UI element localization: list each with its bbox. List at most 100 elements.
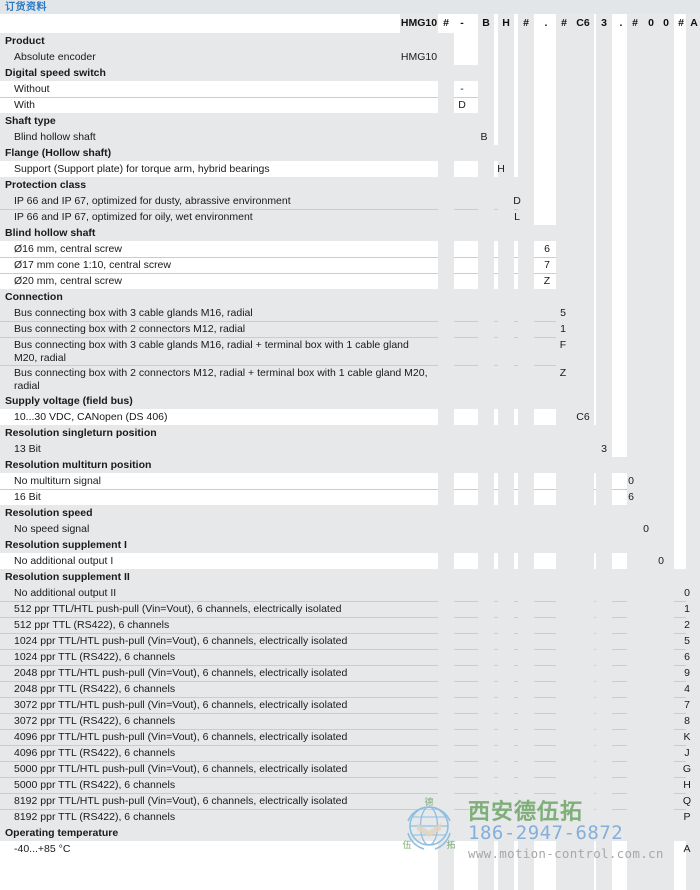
section-header-row: Resolution supplement II xyxy=(0,569,700,585)
option-code: L xyxy=(514,211,520,223)
option-row[interactable]: Bus connecting box with 3 cable glands M… xyxy=(0,305,700,321)
option-row[interactable]: 10...30 VDC, CANopen (DS 406) C6 xyxy=(0,409,700,425)
option-row[interactable]: 512 ppr TTL/HTL push-pull (Vin=Vout), 6 … xyxy=(0,601,700,617)
panel-title-bar: 订货资料 xyxy=(0,0,700,14)
option-code: 1 xyxy=(684,603,690,615)
section-label: Blind hollow shaft xyxy=(5,227,96,239)
code-header-cell: HMG10 xyxy=(400,14,438,33)
option-code: 3 xyxy=(601,443,607,455)
option-row[interactable]: Ø17 mm cone 1:10, central screw 7 xyxy=(0,257,700,273)
option-row[interactable]: IP 66 and IP 67, optimized for dusty, ab… xyxy=(0,193,700,209)
section-header-row: Blind hollow shaft xyxy=(0,225,700,241)
option-row[interactable]: 2048 ppr TTL/HTL push-pull (Vin=Vout), 6… xyxy=(0,665,700,681)
option-label: 1024 ppr TTL (RS422), 6 channels xyxy=(14,651,176,663)
row-shade-block xyxy=(0,129,494,145)
row-shade-block xyxy=(0,425,612,441)
option-label: 16 Bit xyxy=(14,491,41,503)
option-row[interactable]: With D xyxy=(0,97,700,113)
code-header-cell: 0 xyxy=(658,14,674,33)
section-header-row: Resolution speed xyxy=(0,505,700,521)
row-shade-block xyxy=(0,441,612,457)
option-label: 512 ppr TTL (RS422), 6 channels xyxy=(14,619,170,631)
option-row[interactable]: No additional output II 0 xyxy=(0,585,700,601)
option-label: Blind hollow shaft xyxy=(14,131,96,143)
option-row[interactable]: No additional output I 0 xyxy=(0,553,700,569)
option-row[interactable]: 1024 ppr TTL/HTL push-pull (Vin=Vout), 6… xyxy=(0,633,700,649)
option-code: B xyxy=(480,131,488,143)
option-label: Ø16 mm, central screw xyxy=(14,243,122,255)
option-label: 4096 ppr TTL/HTL push-pull (Vin=Vout), 6… xyxy=(14,731,348,743)
code-header-cell: # xyxy=(443,17,449,29)
option-label: 13 Bit xyxy=(14,443,41,455)
option-label: Bus connecting box with 2 connectors M12… xyxy=(14,367,428,392)
option-code: 6 xyxy=(628,491,634,503)
option-row[interactable]: 3072 ppr TTL (RS422), 6 channels 8 xyxy=(0,713,700,729)
option-row[interactable]: Ø16 mm, central screw 6 xyxy=(0,241,700,257)
option-row[interactable]: Bus connecting box with 2 connectors M12… xyxy=(0,365,700,393)
section-header-row: Shaft type xyxy=(0,113,700,129)
option-row[interactable]: 4096 ppr TTL/HTL push-pull (Vin=Vout), 6… xyxy=(0,729,700,745)
option-code: 2 xyxy=(684,619,690,631)
option-row[interactable]: 13 Bit 3 xyxy=(0,441,700,457)
option-label: Ø20 mm, central screw xyxy=(14,275,122,287)
option-row[interactable]: Ø20 mm, central screw Z xyxy=(0,273,700,289)
option-row[interactable]: Support (Support plate) for torque arm, … xyxy=(0,161,700,177)
option-row[interactable]: IP 66 and IP 67, optimized for oily, wet… xyxy=(0,209,700,225)
page-title: 订货资料 xyxy=(5,2,47,13)
code-header-cell: 3 xyxy=(596,14,612,33)
option-label: 2048 ppr TTL (RS422), 6 channels xyxy=(14,683,176,695)
option-row[interactable]: 3072 ppr TTL/HTL push-pull (Vin=Vout), 6… xyxy=(0,697,700,713)
code-header-cell: # xyxy=(678,17,684,29)
table-rows: Product Absolute encoder HMG10 Digital spee… xyxy=(0,33,700,857)
row-shade-block xyxy=(0,521,659,537)
option-row[interactable]: No speed signal 0 xyxy=(0,521,700,537)
row-shade-block xyxy=(0,225,560,241)
option-row[interactable]: 2048 ppr TTL (RS422), 6 channels 4 xyxy=(0,681,700,697)
option-code: HMG10 xyxy=(400,51,438,63)
option-row[interactable]: Without - xyxy=(0,81,700,97)
option-row[interactable]: 1024 ppr TTL (RS422), 6 channels 6 xyxy=(0,649,700,665)
option-code: 0 xyxy=(643,523,649,535)
option-row[interactable]: Absolute encoder HMG10 xyxy=(0,49,700,65)
section-header-row: Resolution singleturn position xyxy=(0,425,700,441)
option-code: - xyxy=(460,83,464,95)
option-row[interactable]: Bus connecting box with 2 connectors M12… xyxy=(0,321,700,337)
option-code: 7 xyxy=(544,259,550,271)
section-label: Supply voltage (field bus) xyxy=(5,395,133,407)
option-label: 5000 ppr TTL (RS422), 6 channels xyxy=(14,779,176,791)
option-row[interactable]: 512 ppr TTL (RS422), 6 channels 2 xyxy=(0,617,700,633)
section-header-row: Resolution multiturn position xyxy=(0,457,700,473)
option-row[interactable]: 16 Bit 6 xyxy=(0,489,700,505)
option-row[interactable]: -40...+85 °C A xyxy=(0,841,700,857)
option-row[interactable]: 5000 ppr TTL (RS422), 6 channels H xyxy=(0,777,700,793)
option-row[interactable]: 8192 ppr TTL (RS422), 6 channels P xyxy=(0,809,700,825)
option-row[interactable]: 8192 ppr TTL/HTL push-pull (Vin=Vout), 6… xyxy=(0,793,700,809)
option-code: Q xyxy=(682,795,692,807)
option-label: 4096 ppr TTL (RS422), 6 channels xyxy=(14,747,176,759)
option-row[interactable]: 5000 ppr TTL/HTL push-pull (Vin=Vout), 6… xyxy=(0,761,700,777)
row-shade-block xyxy=(0,257,560,273)
option-label: 8192 ppr TTL (RS422), 6 channels xyxy=(14,811,176,823)
section-label: Resolution speed xyxy=(5,507,93,519)
code-header-cell: - xyxy=(460,17,464,29)
option-code: 5 xyxy=(560,307,566,319)
row-shade-block xyxy=(0,241,560,257)
row-shade-block xyxy=(0,65,478,81)
row-shade-block xyxy=(0,97,478,113)
option-label: Support (Support plate) for torque arm, … xyxy=(14,163,270,175)
section-label: Operating temperature xyxy=(5,827,119,839)
section-label: Resolution multiturn position xyxy=(5,459,152,471)
code-header-cell: . xyxy=(619,17,623,29)
section-label: Shaft type xyxy=(5,115,56,127)
option-row[interactable]: Blind hollow shaft B xyxy=(0,129,700,145)
section-label: Protection class xyxy=(5,179,87,191)
row-shade-block xyxy=(0,841,700,857)
section-header-row: Resolution supplement I xyxy=(0,537,700,553)
row-shade-block xyxy=(0,305,576,321)
option-code: P xyxy=(683,811,691,823)
option-code: 0 xyxy=(628,475,634,487)
option-row[interactable]: 4096 ppr TTL (RS422), 6 channels J xyxy=(0,745,700,761)
option-row[interactable]: Bus connecting box with 3 cable glands M… xyxy=(0,337,700,365)
option-row[interactable]: No multiturn signal 0 xyxy=(0,473,700,489)
code-header-cell: H xyxy=(498,14,514,33)
